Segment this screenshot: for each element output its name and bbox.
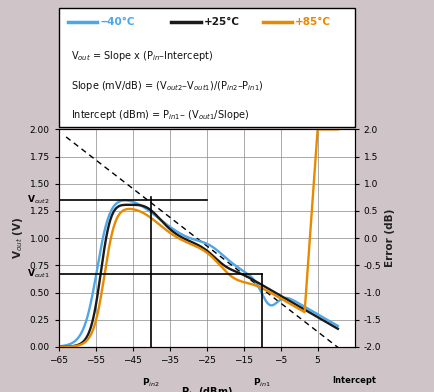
Text: V$_{out}$ = Slope x (P$_{in}$–Intercept): V$_{out}$ = Slope x (P$_{in}$–Intercept) (70, 49, 212, 63)
Text: Intercept (dBm) = P$_{in1}$– (V$_{out1}$/Slope): Intercept (dBm) = P$_{in1}$– (V$_{out1}$… (70, 109, 248, 122)
Y-axis label: Error (dB): Error (dB) (385, 209, 395, 267)
Text: Slope (mV/dB) = (V$_{out2}$–V$_{out1}$)/(P$_{in2}$–P$_{in1}$): Slope (mV/dB) = (V$_{out2}$–V$_{out1}$)/… (70, 78, 263, 93)
Text: +85°C: +85°C (295, 17, 331, 27)
Text: V$_{out2}$: V$_{out2}$ (26, 194, 49, 206)
Text: +25°C: +25°C (203, 17, 239, 27)
Text: ‒40°C: ‒40°C (100, 17, 135, 27)
Text: Intercept: Intercept (332, 376, 376, 385)
Y-axis label: V$_{out}$ (V): V$_{out}$ (V) (11, 217, 25, 260)
Text: V$_{out1}$: V$_{out1}$ (26, 268, 49, 280)
Text: P$_{in}$ (dBm): P$_{in}$ (dBm) (180, 385, 232, 392)
Text: P$_{in1}$: P$_{in1}$ (253, 376, 270, 389)
Text: P$_{in2}$: P$_{in2}$ (142, 376, 160, 389)
